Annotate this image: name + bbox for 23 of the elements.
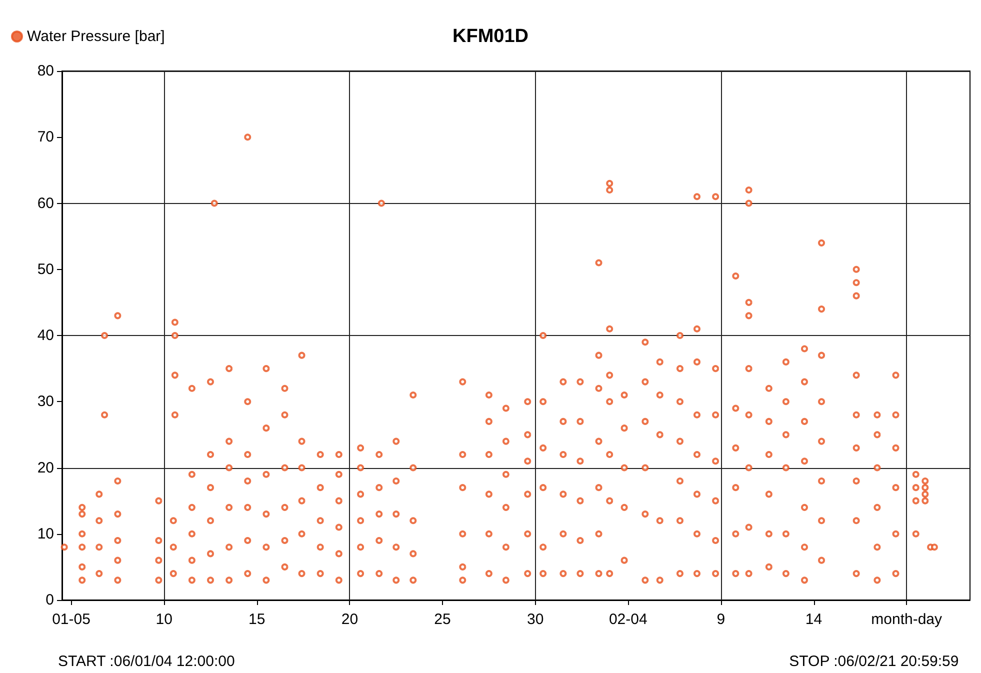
- legend-label: Water Pressure [bar]: [27, 28, 165, 45]
- x-tick-label: 10: [156, 611, 172, 628]
- y-tick-label: 60: [37, 194, 54, 212]
- x-tick-label: 20: [341, 611, 358, 628]
- x-tick-label: 30: [526, 611, 544, 628]
- x-tick-label: 01-05: [52, 611, 90, 628]
- x-tick-label: 02-04: [608, 611, 648, 628]
- text: START :06/01/04 12:00:00: [58, 653, 235, 670]
- y-tick-label: 50: [37, 260, 54, 278]
- x-tick-label: 15: [248, 611, 266, 628]
- text: STOP :06/02/21 20:59:59: [789, 653, 959, 670]
- y-tick-label: 10: [37, 525, 54, 542]
- x-tick-label: month-day: [871, 611, 943, 628]
- x-tick-label: 14: [805, 611, 822, 628]
- chart-title: KFM01D: [452, 26, 529, 47]
- y-tick-label: 30: [37, 393, 54, 410]
- y-tick-label: 0: [46, 592, 54, 608]
- y-tick-label: 80: [37, 62, 54, 80]
- y-tick-label: 40: [37, 327, 54, 344]
- x-tick-label: 9: [716, 611, 726, 628]
- x-tick-label: 25: [434, 611, 451, 628]
- y-tick-label: 70: [37, 128, 54, 146]
- y-tick-label: 20: [37, 459, 54, 476]
